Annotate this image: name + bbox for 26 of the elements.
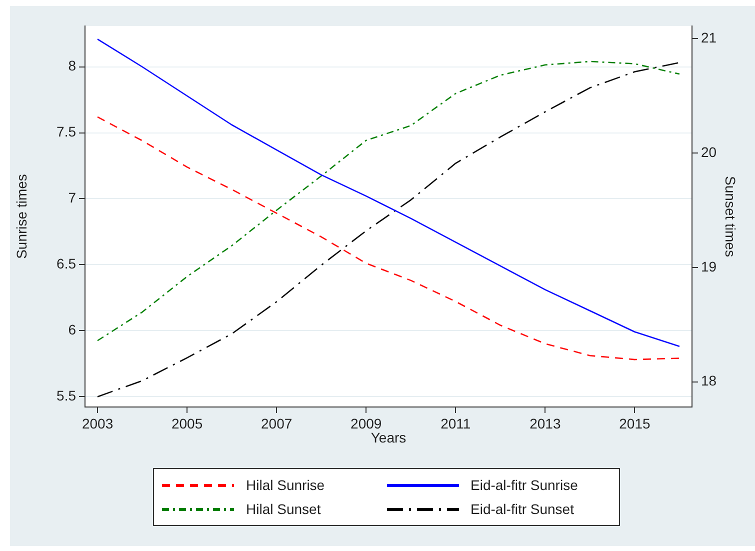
legend-label: Hilal Sunset [246,501,321,517]
x-tick-label: 2015 [619,415,650,432]
y2-tick-label: 21 [701,29,717,46]
y2-tick-label: 20 [701,144,717,160]
legend-label: Eid-al-fitr Sunrise [470,477,578,493]
y-tick-label: 8 [68,58,76,74]
y-tick-label: 7.5 [56,124,76,140]
y-tick-label: 5.5 [56,387,76,404]
y-tick-label: 6.5 [56,255,76,272]
x-tick-label: 2005 [171,415,203,432]
y-tick-label: 7 [68,190,76,206]
x-tick-label: 2003 [82,415,114,432]
line-series [96,62,680,398]
y2-axis-title: Sunset times [722,176,739,257]
y-axis-title: Sunrise times [13,174,30,259]
x-tick-label: 2011 [440,415,471,432]
y2-tick-label: 18 [701,372,717,389]
y-tick-label: 6 [68,321,76,338]
x-axis-title: Years [370,429,406,446]
x-tick-label: 2009 [350,415,382,432]
y2-tick-label: 19 [701,258,717,274]
line-series [96,116,680,360]
x-tick-label: 2013 [530,415,561,432]
legend-label: Eid-al-fitr Sunset [470,501,574,517]
legend-label: Hilal Sunrise [246,477,325,493]
x-tick-label: 2007 [261,415,292,432]
